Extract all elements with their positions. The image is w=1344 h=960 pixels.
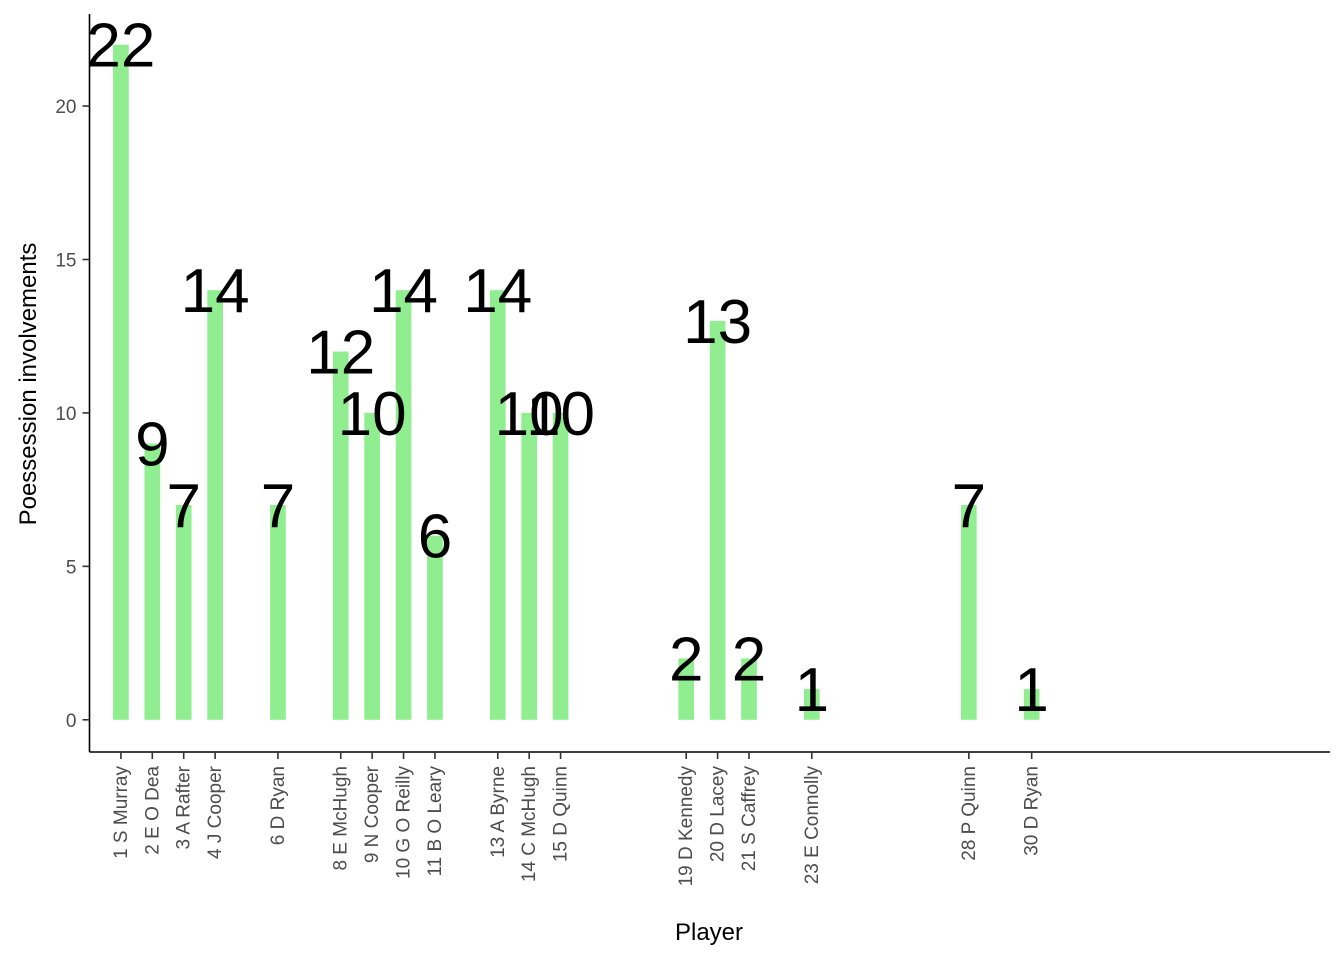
bar-2 [144, 443, 161, 720]
x-tick-label-10: 13 A Byrne [488, 766, 509, 858]
bar-5 [270, 504, 286, 720]
bar-1 [113, 44, 129, 720]
bars-layer [113, 44, 1040, 720]
x-tick-label-7: 9 N Cooper [362, 765, 383, 863]
data-label-14: 13 [683, 288, 752, 357]
data-label-15: 2 [732, 625, 766, 694]
bar-9 [427, 535, 443, 720]
bar-3 [175, 504, 192, 720]
data-label-6: 12 [306, 319, 375, 388]
x-tick-label-11: 14 C McHugh [519, 766, 540, 882]
x-tick-label-4: 4 J Cooper [205, 765, 226, 859]
data-label-7: 10 [338, 380, 407, 449]
x-tick-label-8: 10 G O Reilly [394, 766, 415, 879]
data-label-16: 1 [795, 656, 829, 725]
x-tick-label-15: 21 S Caffrey [739, 766, 760, 872]
x-tick-label-17: 28 P Quinn [959, 766, 980, 861]
axes-layer [88, 14, 1330, 753]
bar-17 [960, 504, 977, 720]
x-tick-label-6: 8 E McHugh [331, 766, 352, 871]
y-ticks-layer: 0 5 10 15 20 [55, 97, 90, 732]
y-tick-label-2: 5 [66, 557, 77, 578]
x-tick-label-18: 30 D Ryan [1022, 766, 1043, 856]
bar-16 [803, 689, 820, 720]
x-axis-title: Player [675, 919, 743, 946]
data-label-11: 10 [495, 380, 564, 449]
bar-13 [678, 658, 695, 720]
bar-10 [489, 290, 506, 720]
data-label-4: 14 [181, 257, 250, 326]
data-label-13: 2 [669, 625, 703, 694]
data-label-10: 14 [463, 257, 532, 326]
x-tick-label-9: 11 B O Leary [425, 766, 446, 877]
data-label-8: 14 [369, 257, 438, 326]
data-label-5: 7 [261, 472, 295, 541]
bar-15 [741, 658, 757, 720]
y-tick-label-3: 10 [55, 404, 76, 425]
y-tick-label-5: 20 [55, 97, 76, 118]
x-ticks-layer: 1 S Murray 2 E O Dea 3 A Rafter 4 J Cooper 6… [111, 752, 1043, 886]
data-label-12: 10 [526, 380, 595, 449]
bar-18 [1023, 689, 1040, 720]
data-label-9: 6 [418, 503, 452, 572]
y-axis-title: Poessession involvements [15, 243, 42, 526]
x-tick-label-3: 3 A Rafter [174, 765, 195, 849]
x-tick-label-13: 19 D Kennedy [676, 766, 697, 887]
data-label-2: 9 [135, 411, 169, 480]
data-label-3: 7 [166, 472, 200, 541]
x-tick-label-2: 2 E O Dea [142, 766, 163, 855]
bar-6 [332, 351, 349, 720]
bar-14 [709, 320, 726, 720]
x-tick-label-5: 6 D Ryan [268, 766, 289, 845]
data-label-17: 7 [952, 472, 986, 541]
bar-8 [395, 290, 412, 720]
bar-7 [364, 412, 380, 720]
x-tick-label-16: 23 E Connolly [802, 766, 823, 885]
y-tick-label-4: 15 [55, 250, 76, 271]
data-label-1: 22 [86, 12, 155, 81]
x-tick-label-14: 20 D Lacey [708, 766, 729, 863]
data-label-18: 1 [1014, 656, 1048, 725]
y-tick-label-1: 0 [66, 711, 77, 732]
bar-4 [207, 290, 223, 720]
bar-12 [552, 412, 569, 720]
x-tick-label-1: 1 S Murray [111, 766, 132, 859]
bar-11 [521, 412, 538, 720]
x-tick-label-12: 15 D Quinn [551, 766, 572, 862]
